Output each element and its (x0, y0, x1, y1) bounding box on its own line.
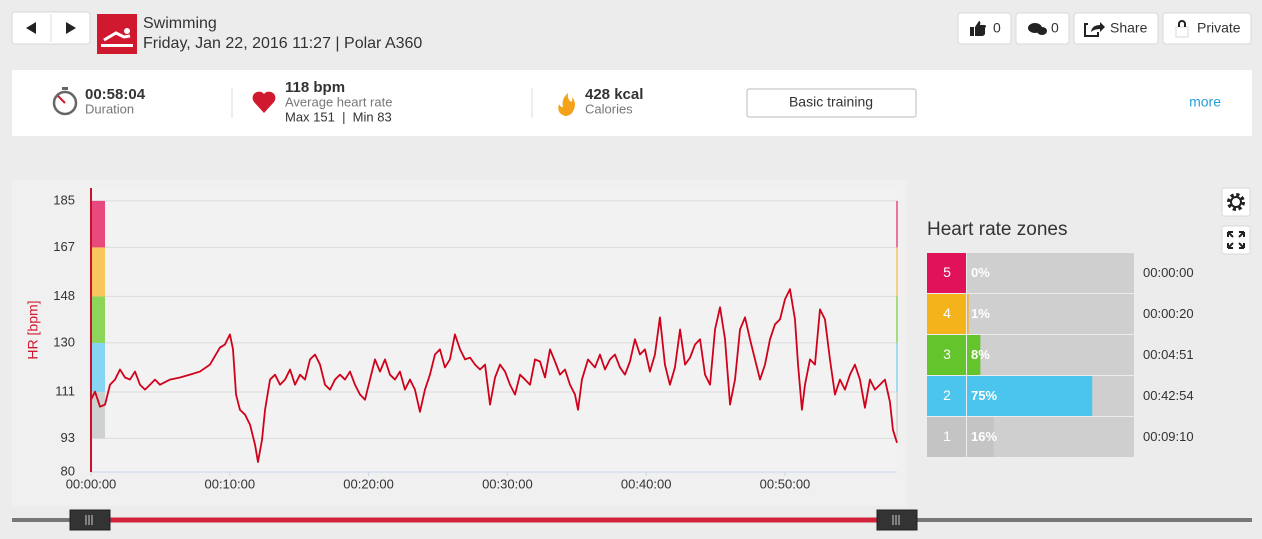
y-tick-label: 130 (53, 334, 75, 349)
like-count: 0 (993, 20, 1001, 36)
sport-icon (97, 14, 137, 54)
zone-duration: 00:42:54 (1143, 388, 1194, 403)
zone-track (967, 335, 1134, 375)
zone-duration: 00:00:20 (1143, 306, 1194, 321)
zone-percent: 0% (971, 265, 990, 280)
zone-cell (927, 417, 966, 457)
heart-rate-zones: 5 0% 00:00:00 4 1% 00:00:20 3 8% 00:04:51 2 75% 00:… (927, 253, 1194, 457)
duration-icon (52, 87, 78, 116)
x-tick-label: 00:40:00 (621, 476, 672, 491)
zone-percent: 8% (971, 347, 990, 362)
zone-percent: 16% (971, 429, 997, 444)
zone-cell (927, 376, 966, 416)
zone-cell (927, 294, 966, 334)
like-button[interactable]: 0 (957, 12, 1012, 45)
comment-count: 0 (1051, 20, 1059, 36)
calories: 428 kcal (585, 86, 643, 103)
subtitle: Friday, Jan 22, 2016 11:27 | Polar A360 (143, 35, 422, 52)
title: Swimming (143, 15, 217, 32)
x-tick-label: 00:30:00 (482, 476, 533, 491)
zone-track (967, 253, 1134, 293)
zone-percent: 75% (971, 388, 997, 403)
zone-band (91, 296, 105, 343)
y-tick-label: 185 (53, 192, 75, 207)
y-tick-label: 148 (53, 288, 75, 303)
plot-area (91, 188, 897, 472)
zone-number: 1 (943, 428, 951, 444)
zone-cell (927, 335, 966, 375)
zone-number: 5 (943, 264, 951, 280)
heart-rate-line (90, 288, 898, 463)
y-tick-label: 111 (55, 383, 75, 398)
zone-number: 4 (943, 305, 951, 321)
range-slider[interactable] (12, 509, 1252, 531)
share-label: Share (1110, 20, 1148, 36)
zone-band (91, 391, 105, 439)
privacy-label: Private (1197, 20, 1241, 36)
zone-track (967, 417, 1134, 457)
heart-rate-range: Max 151 | Min 83 (285, 109, 392, 124)
y-tick-label: 93 (61, 430, 75, 445)
nav-buttons[interactable] (11, 11, 91, 45)
comment-button[interactable]: 0 (1015, 12, 1070, 45)
share-button[interactable]: Share (1073, 12, 1159, 45)
x-tick-label: 00:10:00 (204, 476, 255, 491)
zone-band (91, 342, 105, 392)
settings-button[interactable] (1221, 187, 1251, 217)
heart-rate-label: Average heart rate (285, 94, 392, 109)
flame-icon (558, 93, 575, 116)
heart-rate-plot: 80 93 111 130 148 167 185 00:00:00 00:10:00 00:20… (53, 188, 898, 491)
privacy-button[interactable]: Private (1162, 12, 1252, 45)
fullscreen-button[interactable] (1221, 225, 1251, 255)
x-tick-label: 00:00:00 (66, 476, 117, 491)
x-tick-label: 00:50:00 (760, 476, 811, 491)
zone-number: 2 (943, 387, 951, 403)
zone-number: 3 (943, 346, 951, 362)
zone-duration: 00:04:51 (1143, 347, 1194, 362)
zone-percent: 1% (971, 306, 990, 321)
summary-panel (12, 70, 1252, 136)
zone-bar (967, 376, 1093, 416)
zone-bar (967, 417, 994, 457)
zone-band (91, 200, 105, 248)
zone-duration: 00:09:10 (1143, 429, 1194, 444)
zone-bar (967, 335, 981, 375)
calories-label: Calories (585, 101, 633, 116)
training-button[interactable]: Basic training (746, 88, 917, 118)
x-tick-label: 00:20:00 (343, 476, 394, 491)
duration: 00:58:04 (85, 86, 146, 103)
zone-duration: 00:00:00 (1143, 265, 1194, 280)
zones-title: Heart rate zones (927, 219, 1067, 240)
heart-icon (252, 91, 276, 113)
duration-label: Duration (85, 101, 134, 116)
zone-cell (927, 253, 966, 293)
avg-heart-rate: 118 bpm (285, 79, 345, 96)
training-button-label: Basic training (789, 94, 873, 110)
y-tick-label: 80 (61, 463, 75, 478)
more-link[interactable]: more (1189, 94, 1221, 110)
y-axis-label: HR [bpm] (25, 300, 41, 359)
zone-band (91, 247, 105, 297)
zone-track (967, 294, 1134, 334)
zone-bar (967, 294, 969, 334)
y-tick-label: 167 (53, 239, 75, 254)
